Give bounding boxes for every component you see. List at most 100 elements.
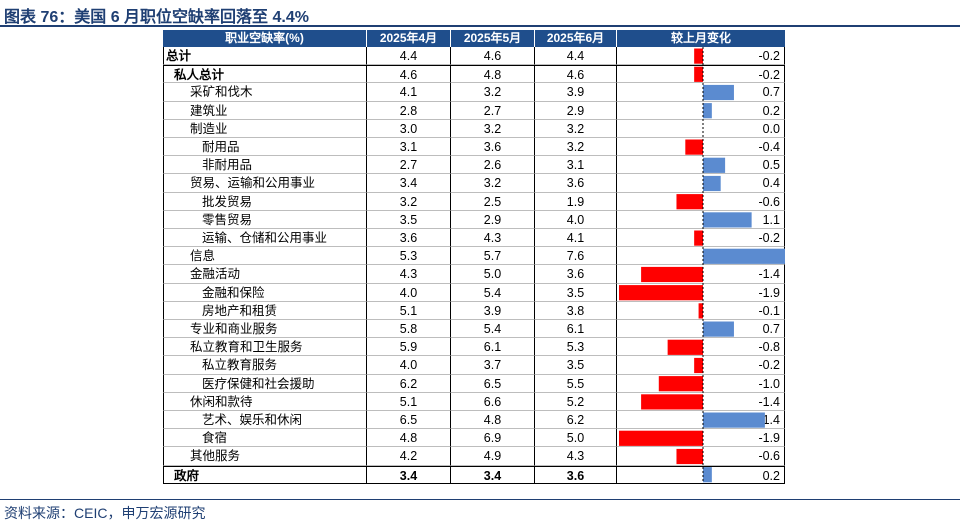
table-row: 非耐用品 2.7 2.6 3.1 0.5: [163, 156, 785, 175]
value-apr: 2.7: [367, 156, 451, 175]
title-rule: [0, 25, 960, 27]
row-label: 私立教育服务: [163, 356, 367, 375]
value-may: 2.9: [451, 210, 535, 229]
change-value: -0.2: [758, 231, 780, 245]
value-may: 2.7: [451, 101, 535, 120]
change-cell: 0.2: [617, 101, 785, 120]
row-label: 建筑业: [163, 101, 367, 120]
table-row: 私人总计 4.6 4.8 4.6 -0.2: [163, 65, 785, 84]
value-apr: 4.6: [367, 65, 451, 84]
value-may: 4.3: [451, 229, 535, 248]
value-may: 3.6: [451, 138, 535, 157]
value-apr: 5.3: [367, 247, 451, 266]
change-value: -0.2: [758, 68, 780, 83]
table-row: 休闲和款待 5.1 6.6 5.2 -1.4: [163, 392, 785, 411]
value-apr: 5.1: [367, 301, 451, 320]
value-may: 3.4: [451, 465, 535, 484]
bottom-rule: [0, 499, 960, 500]
table-row: 政府 3.4 3.4 3.6 0.2: [163, 465, 785, 484]
change-cell: 1.1: [617, 210, 785, 229]
table-row: 建筑业 2.8 2.7 2.9 0.2: [163, 101, 785, 120]
change-cell: -0.2: [617, 229, 785, 248]
value-apr: 5.9: [367, 338, 451, 357]
value-jun: 3.6: [535, 265, 617, 284]
value-may: 3.2: [451, 83, 535, 102]
row-label: 私人总计: [163, 65, 367, 84]
value-apr: 4.0: [367, 356, 451, 375]
value-may: 3.9: [451, 301, 535, 320]
change-cell: -0.6: [617, 447, 785, 466]
change-value: -1.4: [758, 394, 780, 409]
change-cell: -1.9: [617, 429, 785, 448]
value-may: 5.0: [451, 265, 535, 284]
header-jun: 2025年6月: [535, 30, 617, 47]
change-value: -1.0: [758, 376, 780, 391]
row-label: 运输、仓储和公用事业: [163, 229, 367, 248]
row-label: 批发贸易: [163, 192, 367, 211]
change-value: 1.1: [762, 212, 780, 227]
value-jun: 4.3: [535, 447, 617, 466]
change-value: -0.2: [758, 49, 780, 63]
change-cell: -1.9: [617, 283, 785, 302]
table-row: 医疗保健和社会援助 6.2 6.5 5.5 -1.0: [163, 374, 785, 393]
table-row: 金融活动 4.3 5.0 3.6 -1.4: [163, 265, 785, 284]
value-apr: 4.1: [367, 83, 451, 102]
change-cell: -0.2: [617, 356, 785, 375]
value-apr: 4.0: [367, 283, 451, 302]
change-value: 1.9: [762, 249, 780, 264]
value-apr: 3.5: [367, 210, 451, 229]
value-jun: 3.8: [535, 301, 617, 320]
value-may: 6.9: [451, 429, 535, 448]
change-value: -0.6: [758, 449, 780, 464]
value-jun: 3.5: [535, 283, 617, 302]
value-may: 6.5: [451, 374, 535, 393]
row-label: 艺术、娱乐和休闲: [163, 411, 367, 430]
value-apr: 3.1: [367, 138, 451, 157]
row-label: 医疗保健和社会援助: [163, 374, 367, 393]
row-label: 金融和保险: [163, 283, 367, 302]
value-may: 3.2: [451, 174, 535, 193]
row-label: 专业和商业服务: [163, 320, 367, 339]
value-apr: 4.4: [367, 47, 451, 66]
value-jun: 3.5: [535, 356, 617, 375]
value-may: 3.2: [451, 119, 535, 138]
row-label: 房地产和租赁: [163, 301, 367, 320]
value-jun: 4.1: [535, 229, 617, 248]
value-apr: 2.8: [367, 101, 451, 120]
table-row: 采矿和伐木 4.1 3.2 3.9 0.7: [163, 83, 785, 102]
header-change: 较上月变化: [617, 30, 785, 47]
value-apr: 5.8: [367, 320, 451, 339]
value-apr: 3.2: [367, 192, 451, 211]
value-jun: 4.0: [535, 210, 617, 229]
change-cell: -0.1: [617, 301, 785, 320]
row-label: 耐用品: [163, 138, 367, 157]
source-note: 资料来源：CEIC，申万宏源研究: [4, 505, 206, 521]
value-apr: 3.0: [367, 119, 451, 138]
change-cell: -0.8: [617, 338, 785, 357]
change-cell: -0.4: [617, 138, 785, 157]
table-row: 信息 5.3 5.7 7.6 1.9: [163, 247, 785, 266]
value-apr: 6.2: [367, 374, 451, 393]
value-may: 6.1: [451, 338, 535, 357]
value-apr: 4.2: [367, 447, 451, 466]
change-cell: 0.4: [617, 174, 785, 193]
value-jun: 6.1: [535, 320, 617, 339]
change-value: 0.2: [762, 103, 780, 118]
change-cell: 0.5: [617, 156, 785, 175]
row-label: 金融活动: [163, 265, 367, 284]
value-apr: 4.8: [367, 429, 451, 448]
change-value: 0.4: [762, 176, 780, 191]
header-label: 职业空缺率(%): [163, 30, 367, 47]
header-may: 2025年5月: [451, 30, 535, 47]
change-value: -0.1: [758, 303, 780, 318]
value-may: 4.9: [451, 447, 535, 466]
change-value: 0.7: [762, 85, 780, 100]
change-value: 0.7: [762, 322, 780, 336]
change-value: -0.2: [758, 358, 780, 373]
value-may: 3.7: [451, 356, 535, 375]
table-row: 艺术、娱乐和休闲 6.5 4.8 6.2 1.4: [163, 411, 785, 430]
change-value: 0.2: [762, 468, 780, 483]
table-row: 耐用品 3.1 3.6 3.2 -0.4: [163, 138, 785, 157]
table-row: 私立教育和卫生服务 5.9 6.1 5.3 -0.8: [163, 338, 785, 357]
value-may: 4.6: [451, 47, 535, 66]
